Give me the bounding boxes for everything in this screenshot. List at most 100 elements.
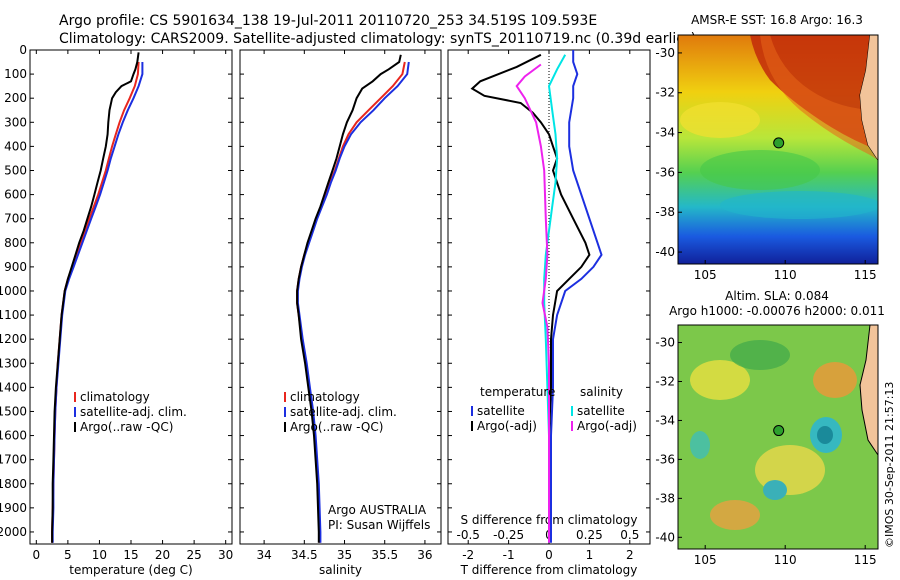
y-tick-label: 300 <box>4 115 27 129</box>
map-x-tick-label: 110 <box>774 268 797 282</box>
top-x-tick-label: -0.5 <box>456 528 479 542</box>
map-y-tick-label: -36 <box>655 165 675 179</box>
sla-coastline <box>859 325 878 456</box>
sst-land <box>860 35 878 160</box>
y-tick-label: 900 <box>4 260 27 274</box>
sst-cyan-patch <box>720 191 878 219</box>
x-tick-label: -2 <box>462 548 474 562</box>
sst-orange-region <box>678 35 878 160</box>
legend-label: Argo(..raw -QC) <box>290 420 383 434</box>
y-tick-label: 0 <box>19 43 27 57</box>
map-y-tick-label: -38 <box>655 205 675 219</box>
y-tick-label: 1000 <box>0 284 27 298</box>
map-y-tick-label: -32 <box>655 86 675 100</box>
sla-map-frame <box>677 324 879 550</box>
salinity-panel: 34 34.5 35 35.5 36 salinity climatologysatelli… <box>239 49 442 577</box>
y-tick-label: 800 <box>4 236 27 250</box>
y-tick-label: 100 <box>4 67 27 81</box>
map-x-tick-label: 105 <box>694 553 717 567</box>
sla-cyan-eddy <box>763 480 787 500</box>
y-tick-label: 2000 <box>0 525 27 539</box>
sst-map-axes: 105 110 115 -30 -32 -34 -36 -38 -40 <box>655 46 876 282</box>
series-line-2 <box>543 54 567 543</box>
y-tick-label: 600 <box>4 188 27 202</box>
x-axis-label: T difference from climatology <box>460 563 638 577</box>
x-tick-label: 10 <box>92 548 107 562</box>
sst-green-patch <box>700 150 820 190</box>
sla-cyan-eddy <box>817 426 833 444</box>
y-tick-label: 1200 <box>0 332 27 346</box>
y-tick-label: 1700 <box>0 453 27 467</box>
map-y-tick-label: -30 <box>655 46 675 60</box>
x-tick-label: 5 <box>64 548 72 562</box>
sst-map-frame <box>677 34 879 265</box>
series-line-1 <box>296 61 410 543</box>
y-tick-label: 1600 <box>0 429 27 443</box>
y-tick-label: 400 <box>4 139 27 153</box>
y-tick-label: 200 <box>4 91 27 105</box>
x-tick-label: 15 <box>123 548 138 562</box>
x-axis-label: salinity <box>319 563 362 577</box>
legend-label: Argo(..raw -QC) <box>80 420 173 434</box>
sst-yellow-patch <box>680 102 760 138</box>
map-y-tick-label: -34 <box>655 413 675 427</box>
sla-yellow-patch <box>690 360 750 400</box>
top-x-tick-label: 0.25 <box>576 528 603 542</box>
x-tick-label: 25 <box>186 548 201 562</box>
figure-title-line1: Argo profile: CS 5901634_138 19-Jul-2011… <box>59 13 597 29</box>
sla-orange-patch <box>710 500 760 530</box>
top-x-tick-label: 0.5 <box>620 528 639 542</box>
y-tick-label: 1800 <box>0 477 27 491</box>
x-tick-label: 34 <box>256 548 271 562</box>
map-y-tick-label: -40 <box>655 530 675 544</box>
sla-map-axes: 105 110 115 -30 -32 -34 -36 -38 -40 <box>655 336 876 567</box>
x-tick-label: 30 <box>218 548 233 562</box>
x-tick-label: 35.5 <box>371 548 398 562</box>
y-tick-label: 1500 <box>0 404 27 418</box>
sla-green-patch <box>730 340 790 370</box>
series-line-0 <box>550 50 603 543</box>
x-tick-label: 0 <box>32 548 40 562</box>
sla-map <box>678 325 878 549</box>
map-x-tick-label: 110 <box>774 553 797 567</box>
legend-label: satellite <box>577 404 625 418</box>
map-y-tick-label: -30 <box>655 336 675 350</box>
map-x-tick-label: 105 <box>694 268 717 282</box>
x-tick-label: 0 <box>545 548 553 562</box>
sla-argo-marker <box>773 425 785 437</box>
sst-map-title: AMSR-E SST: 16.8 Argo: 16.3 <box>691 13 863 27</box>
map-y-tick-label: -32 <box>655 374 675 388</box>
map-y-tick-label: -40 <box>655 245 675 259</box>
credit-text: ©IMOS 30-Sep-2011 21:57:13 <box>883 382 896 548</box>
map-y-tick-label: -34 <box>655 126 675 140</box>
legend-label: satellite <box>477 404 525 418</box>
annotation-line: Argo AUSTRALIA <box>328 503 427 517</box>
x-tick-label: 1 <box>586 548 594 562</box>
legend-label: climatology <box>290 390 360 404</box>
x-tick-label: 35 <box>337 548 352 562</box>
map-x-tick-label: 115 <box>854 268 877 282</box>
sla-orange-patch <box>813 362 857 398</box>
y-tick-label: 1400 <box>0 380 27 394</box>
x-tick-label: 34.5 <box>291 548 318 562</box>
x-tick-label: -1 <box>503 548 515 562</box>
x-tick-label: 2 <box>626 548 634 562</box>
top-x-tick-label: -0.25 <box>493 528 524 542</box>
map-x-tick-label: 115 <box>854 553 877 567</box>
legend-label: Argo(-adj) <box>477 419 537 433</box>
sst-argo-marker <box>773 137 785 149</box>
figure-title-line2: Climatology: CARS2009. Satellite-adjuste… <box>59 31 696 47</box>
series-line-3 <box>515 63 550 543</box>
y-tick-label: 1900 <box>0 501 27 515</box>
series-line-1 <box>470 53 591 543</box>
x-tick-label: 20 <box>155 548 170 562</box>
annotation-line: PI: Susan Wijffels <box>328 518 430 532</box>
x-tick-label: 36 <box>417 548 432 562</box>
x-axis-label: temperature (deg C) <box>69 563 192 577</box>
legend-label: satellite-adj. clim. <box>80 405 187 419</box>
y-tick-label: 1300 <box>0 356 27 370</box>
plot-frame <box>29 49 233 545</box>
temperature-panel: 0 5 10 15 20 25 30 temperature (deg C) 0 100 200 30… <box>0 43 233 577</box>
